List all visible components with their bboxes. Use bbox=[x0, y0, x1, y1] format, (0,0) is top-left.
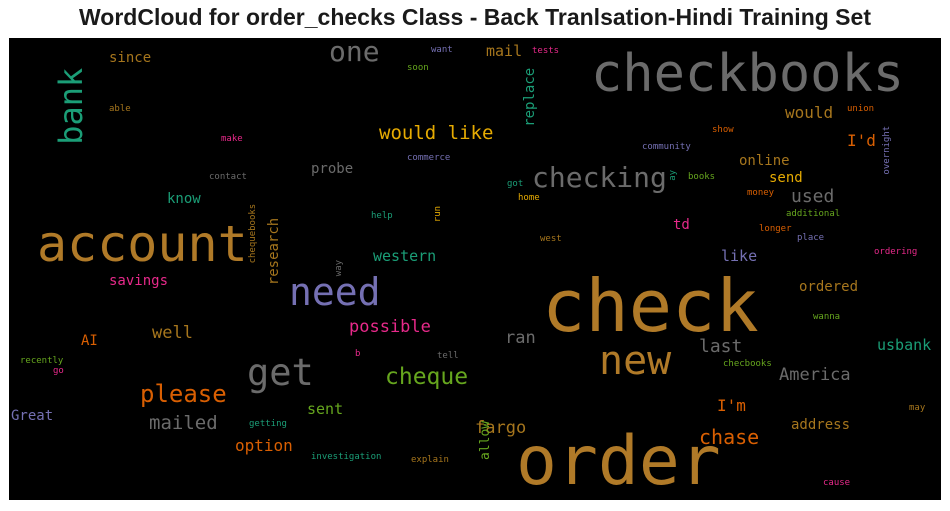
word-community: community bbox=[642, 142, 691, 152]
word-b: b bbox=[355, 349, 361, 359]
word-probe: probe bbox=[311, 161, 354, 177]
word-home: home bbox=[518, 193, 540, 203]
word-checkbooks: checkbooks bbox=[591, 44, 905, 104]
word-would-like: would like bbox=[379, 122, 494, 144]
word-money: money bbox=[747, 188, 775, 198]
word-help: help bbox=[371, 211, 393, 221]
word-i-m: I'm bbox=[717, 396, 746, 415]
word-go: go bbox=[53, 366, 64, 376]
word-fargo: fargo bbox=[475, 418, 527, 438]
word-got: got bbox=[507, 179, 524, 189]
word-account: account bbox=[37, 215, 248, 273]
word-west: west bbox=[540, 234, 562, 244]
word-sent: sent bbox=[307, 400, 344, 418]
word-commerce: commerce bbox=[407, 153, 451, 163]
word-explain: explain bbox=[411, 455, 449, 465]
word-savings: savings bbox=[109, 273, 169, 289]
word-ordered: ordered bbox=[799, 279, 859, 295]
word-please: please bbox=[140, 380, 227, 408]
chart-title: WordCloud for order_checks Class - Back … bbox=[79, 4, 871, 30]
word-cheque: cheque bbox=[385, 364, 469, 390]
word-western: western bbox=[373, 247, 437, 265]
word-recently: recently bbox=[20, 356, 64, 366]
word-last: last bbox=[699, 336, 743, 357]
word-contact: contact bbox=[209, 172, 247, 182]
word-possible: possible bbox=[349, 317, 431, 337]
wordcloud-canvas: checkbooks check order account need new get one… bbox=[9, 38, 941, 500]
word-address: address bbox=[791, 417, 851, 433]
word-make: make bbox=[221, 134, 243, 144]
word-need: need bbox=[289, 270, 381, 314]
word-option: option bbox=[235, 436, 293, 455]
word-investigation: investigation bbox=[311, 452, 382, 462]
word-checbooks: checbooks bbox=[723, 359, 772, 369]
word-way: way bbox=[334, 259, 344, 277]
word-checking: checking bbox=[532, 161, 667, 194]
word-know: know bbox=[167, 191, 201, 207]
word-usbank: usbank bbox=[877, 336, 932, 354]
word-run: run bbox=[433, 205, 443, 223]
word-ordering: ordering bbox=[874, 247, 918, 257]
word-mail: mail bbox=[486, 42, 523, 60]
word-replace: replace bbox=[522, 67, 538, 127]
word-chase: chase bbox=[699, 425, 760, 449]
word-getting: getting bbox=[249, 419, 287, 429]
word-bank: bank bbox=[52, 67, 90, 145]
word-online: online bbox=[739, 153, 790, 169]
word-soon: soon bbox=[407, 63, 429, 73]
word-cause: cause bbox=[823, 478, 851, 488]
word-get: get bbox=[247, 351, 314, 394]
word-tests: tests bbox=[532, 46, 560, 56]
word-chequebooks: chequebooks bbox=[248, 203, 258, 264]
word-i-d: I'd bbox=[847, 131, 876, 150]
word-want: want bbox=[431, 45, 453, 55]
word-research: research bbox=[266, 217, 282, 286]
word-able: able bbox=[109, 104, 131, 114]
word-additional: additional bbox=[786, 209, 841, 219]
word-new: new bbox=[599, 338, 672, 384]
word-mailed: mailed bbox=[149, 412, 218, 434]
word-show: show bbox=[712, 125, 734, 135]
word-used: used bbox=[791, 186, 835, 207]
word-may: may bbox=[909, 403, 926, 413]
word-order: order bbox=[516, 422, 721, 500]
word-books: books bbox=[688, 172, 716, 182]
word-america: America bbox=[779, 365, 851, 385]
word-ay: ay bbox=[668, 169, 678, 181]
word-union: union bbox=[847, 104, 875, 114]
word-like: like bbox=[721, 247, 758, 265]
word-would: would bbox=[785, 103, 834, 122]
word-one: one bbox=[329, 38, 380, 68]
word-ran: ran bbox=[505, 328, 536, 348]
word-td: td bbox=[673, 217, 690, 233]
word-place: place bbox=[797, 233, 825, 243]
word-since: since bbox=[109, 50, 152, 66]
word-send: send bbox=[769, 170, 803, 186]
word-longer: longer bbox=[759, 224, 792, 234]
word-well: well bbox=[152, 323, 193, 343]
word-overnight: overnight bbox=[882, 125, 892, 175]
word-wanna: wanna bbox=[813, 312, 841, 322]
word-great: Great bbox=[11, 408, 54, 424]
word-tell: tell bbox=[437, 351, 459, 361]
word-allow: allow bbox=[478, 420, 493, 460]
word-ai: AI bbox=[81, 333, 98, 349]
word-check: check bbox=[542, 264, 759, 348]
